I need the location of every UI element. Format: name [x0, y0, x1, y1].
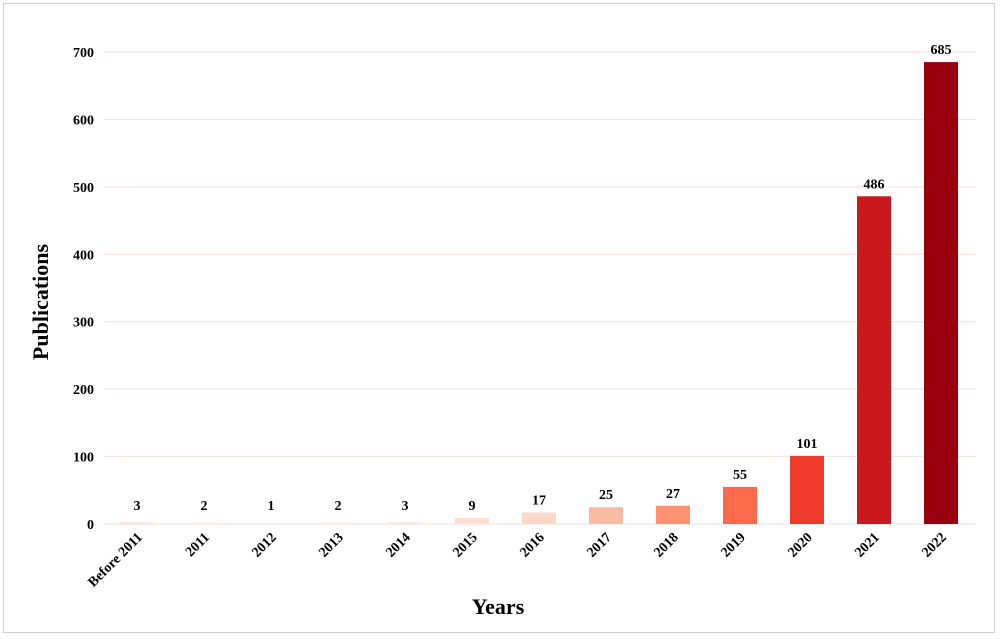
y-tick-label: 200	[73, 383, 94, 398]
data-label: 9	[469, 499, 476, 514]
y-tick-label: 400	[73, 248, 94, 263]
x-axis-ticks: Before 2011 2011 2012 2013 2014 2015 2016 2017 2…	[86, 530, 950, 590]
y-tick-label: 300	[73, 316, 94, 331]
x-tick-label: 2014	[383, 530, 413, 560]
data-label: 3	[402, 499, 409, 514]
x-tick-label: 2018	[651, 530, 681, 560]
bar-2022	[924, 62, 958, 524]
y-tick-label: 100	[73, 451, 94, 466]
data-label: 1	[268, 499, 275, 514]
bar-2013	[321, 522, 355, 524]
bar-chart: 0 100 200 300 400 500 600 700 3 2 1 2 3 9 17 25 27 55 101…	[28, 43, 976, 619]
x-tick-label: 2013	[316, 530, 346, 560]
x-tick-label: 2021	[852, 530, 882, 560]
data-label: 2	[335, 499, 342, 514]
y-tick-label: 600	[73, 113, 94, 128]
bar-before-2011	[120, 521, 154, 524]
x-tick-label: 2016	[517, 530, 547, 560]
x-tick-label: 2012	[249, 530, 279, 560]
x-tick-label: Before 2011	[86, 530, 146, 590]
bar-2018	[656, 505, 690, 524]
data-label: 27	[666, 487, 680, 502]
y-tick-label: 500	[73, 181, 94, 196]
bar-2017	[589, 507, 623, 524]
gridlines	[104, 51, 976, 525]
y-axis-title: Publications	[28, 243, 53, 360]
x-tick-label: 2017	[584, 530, 614, 560]
bar-2019	[723, 486, 757, 524]
data-label: 25	[599, 488, 613, 503]
bar-2015	[455, 517, 489, 524]
data-label: 685	[931, 43, 952, 58]
x-tick-label: 2015	[450, 530, 480, 560]
bar-2014	[388, 521, 422, 524]
data-label: 2	[201, 499, 208, 514]
bar-2012	[254, 523, 288, 524]
y-tick-label: 700	[73, 46, 94, 61]
x-tick-label: 2020	[785, 530, 815, 560]
bar-2020	[790, 455, 824, 524]
data-label: 55	[733, 468, 747, 483]
bars	[120, 62, 958, 524]
y-tick-label: 0	[87, 518, 94, 533]
x-tick-label: 2011	[183, 530, 213, 560]
chart-frame: 0 100 200 300 400 500 600 700 3 2 1 2 3 9 17 25 27 55 101…	[3, 3, 995, 633]
y-axis-ticks: 0 100 200 300 400 500 600 700	[73, 46, 94, 533]
bar-2011	[187, 522, 221, 524]
x-tick-label: 2022	[919, 530, 949, 560]
data-label: 101	[797, 437, 818, 452]
data-label: 17	[532, 494, 546, 509]
x-tick-label: 2019	[718, 530, 748, 560]
data-label: 3	[134, 499, 141, 514]
x-axis-title: Years	[472, 594, 525, 619]
data-label: 486	[864, 177, 885, 192]
bar-2021	[857, 196, 891, 524]
data-labels: 3 2 1 2 3 9 17 25 27 55 101 486 685	[134, 43, 952, 514]
bar-2016	[522, 512, 556, 524]
